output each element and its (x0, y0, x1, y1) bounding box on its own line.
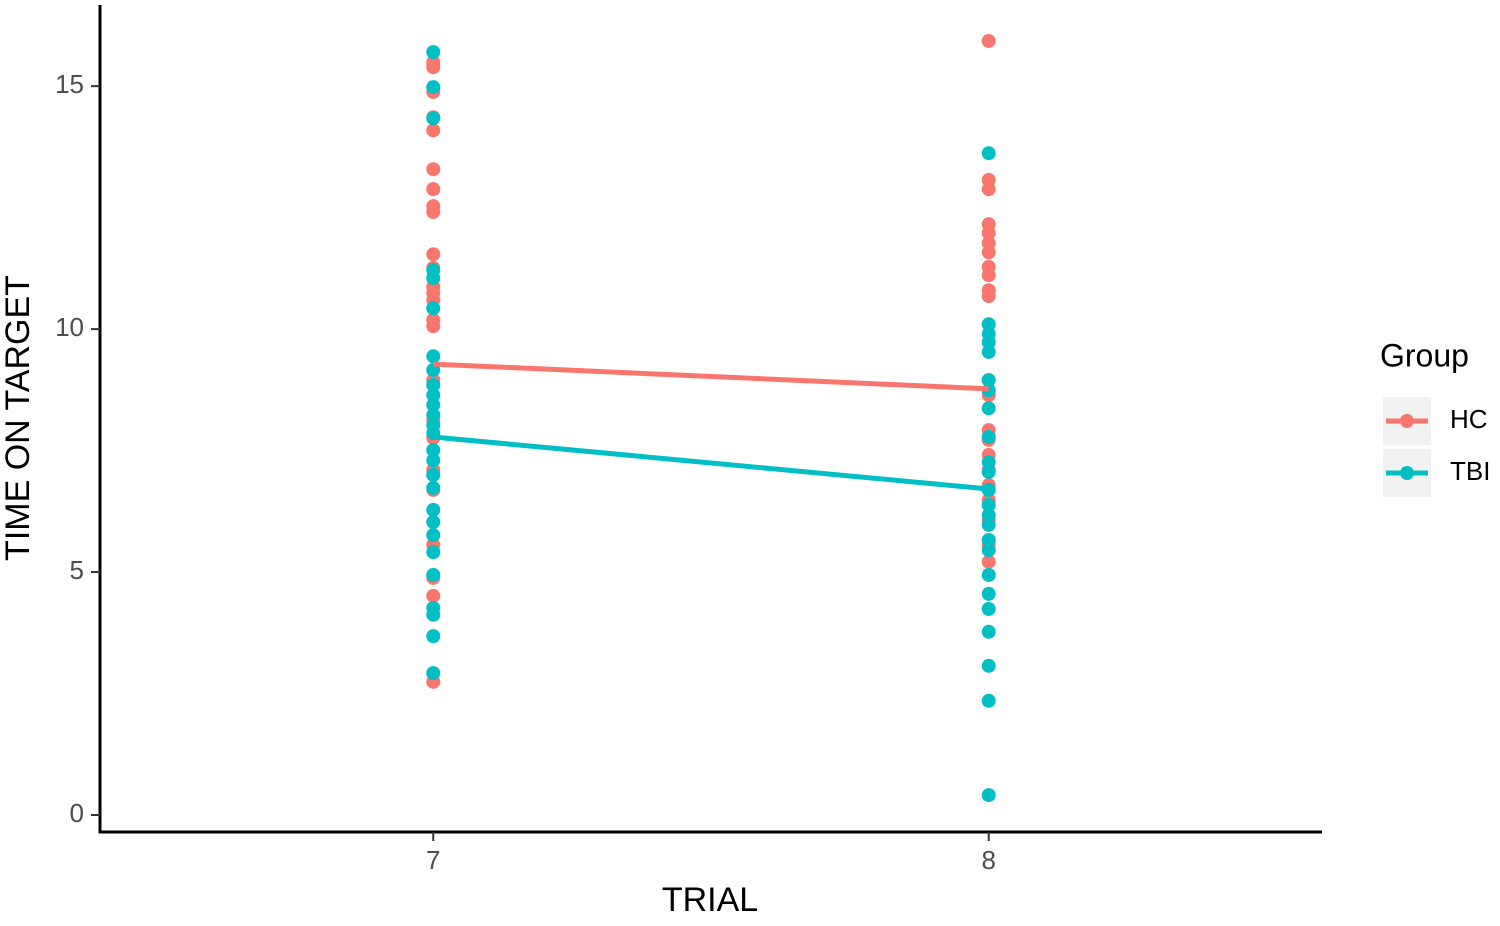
point (981, 245, 996, 260)
mean-line (433, 361, 989, 392)
y-tick-label: 15 (55, 69, 84, 99)
x-tick-label: 8 (981, 845, 995, 875)
mean-line (433, 434, 989, 492)
point (981, 543, 996, 558)
point (426, 111, 441, 126)
point (981, 146, 996, 161)
point (981, 373, 996, 388)
point (426, 247, 441, 262)
point (426, 397, 441, 412)
point (426, 388, 441, 403)
point (981, 401, 996, 416)
point (426, 55, 441, 70)
point (426, 666, 441, 681)
point (426, 80, 441, 95)
point (981, 225, 996, 240)
point (426, 162, 441, 177)
point (981, 268, 996, 283)
point (426, 408, 441, 423)
point (981, 429, 996, 444)
point (426, 182, 441, 197)
legend-title: Group (1380, 337, 1469, 373)
point (426, 588, 441, 603)
point (981, 497, 996, 512)
point (426, 45, 441, 60)
point (981, 586, 996, 601)
point (981, 567, 996, 582)
point (426, 204, 441, 219)
point (426, 514, 441, 529)
point (426, 502, 441, 517)
point (426, 271, 441, 286)
point (981, 532, 996, 547)
legend-key-point (1400, 414, 1414, 428)
point (426, 301, 441, 316)
point (981, 317, 996, 332)
point (426, 123, 441, 138)
point (981, 289, 996, 304)
legend-key-point (1400, 466, 1414, 480)
x-tick-label: 7 (426, 845, 440, 875)
point (426, 629, 441, 644)
point (981, 517, 996, 532)
point (426, 443, 441, 458)
point (981, 658, 996, 673)
point (426, 607, 441, 622)
point (981, 464, 996, 479)
point (981, 554, 996, 569)
point (981, 455, 996, 470)
y-tick-label: 5 (70, 555, 84, 585)
point (981, 788, 996, 803)
point (981, 508, 996, 523)
point (426, 319, 441, 334)
y-tick-label: 10 (55, 312, 84, 342)
point (426, 453, 441, 468)
legend-label: HC (1450, 404, 1488, 434)
point (426, 349, 441, 364)
point (981, 693, 996, 708)
point (426, 480, 441, 495)
x-axis-label: TRIAL (662, 881, 758, 919)
point (426, 567, 441, 582)
legend-label: TBI (1450, 456, 1490, 486)
y-axis-label: TIME ON TARGET (0, 275, 37, 561)
point (426, 545, 441, 560)
point (981, 344, 996, 359)
point (981, 335, 996, 350)
y-tick-label: 0 (70, 798, 84, 828)
point (981, 624, 996, 639)
point (426, 377, 441, 392)
point (426, 467, 441, 482)
point (426, 528, 441, 543)
point (981, 33, 996, 48)
point (981, 601, 996, 616)
point (981, 182, 996, 197)
